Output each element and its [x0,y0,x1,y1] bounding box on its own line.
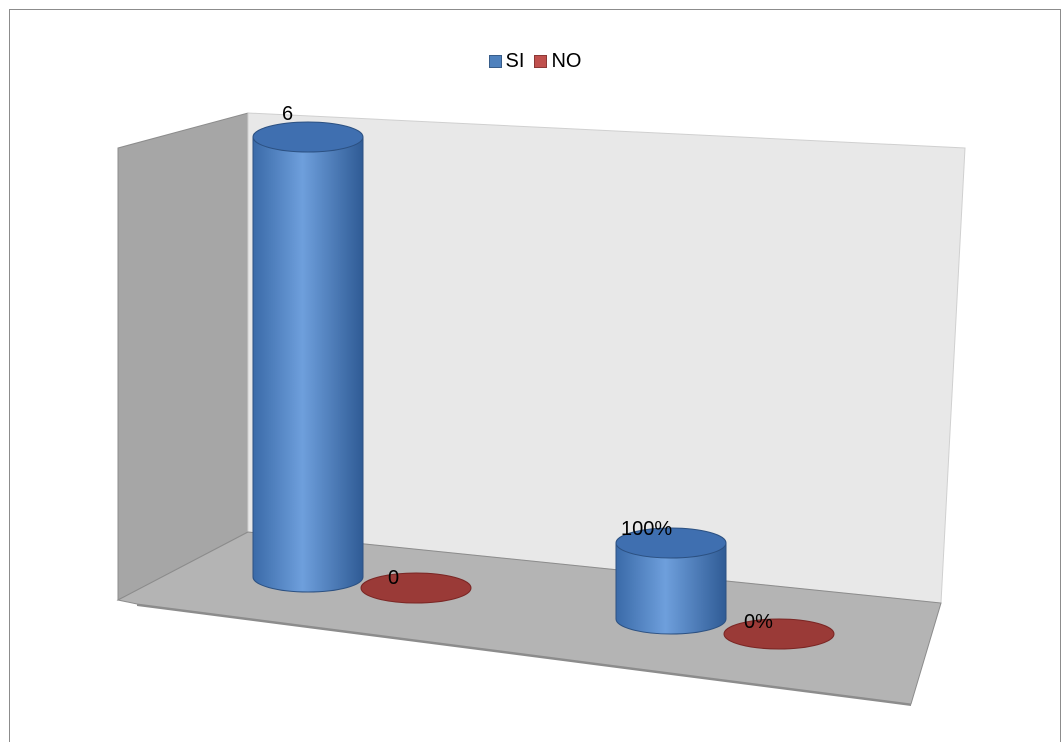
legend-swatch-no [534,55,548,68]
bar-top-no-1 [723,618,835,650]
bar-body-si-0 [252,136,364,593]
bar-no-1 [723,618,835,650]
chart-marks: 6 100% 0 0% [252,103,835,650]
data-label-no-0: 0 [388,567,399,589]
chart-legend: SI NO [10,50,1060,73]
bar-si-0 [252,121,364,593]
legend-entry-si: SI [488,50,525,73]
bar-top-si-0 [252,121,364,153]
data-label-si-1: 100% [621,518,672,540]
bar-no-0 [360,572,472,604]
legend-entry-no: NO [534,50,581,73]
legend-label-no: NO [551,50,582,72]
data-label-no-1: 0% [744,611,773,633]
floor-front-edge [137,604,911,706]
data-label-si-0: 6 [282,103,293,125]
side-wall [117,112,249,601]
bar-top-no-0 [360,572,472,604]
bar-body-si-1 [615,542,727,635]
bar-si-1 [615,527,727,635]
legend-swatch-si [488,55,502,68]
legend-label-si: SI [505,50,525,72]
bar-top-si-1 [615,527,727,559]
